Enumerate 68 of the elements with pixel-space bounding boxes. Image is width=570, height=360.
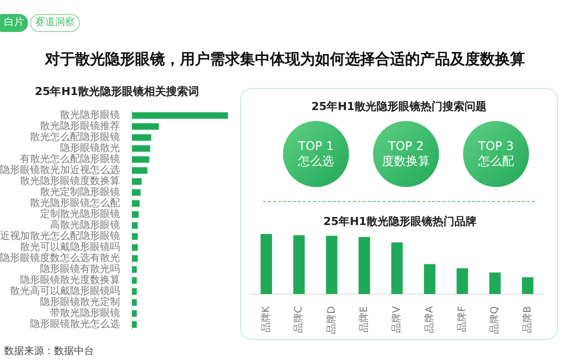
bar — [132, 112, 228, 119]
bar — [132, 145, 150, 152]
bar — [132, 200, 140, 207]
bar — [424, 264, 436, 294]
y-tick-label: 散光高可以戴隐形眼镜吗 — [10, 285, 120, 298]
y-tick-label: 隐形眼镜散光 — [60, 142, 120, 154]
chart-title: 25年H1散光隐形眼镜热门品牌 — [322, 214, 478, 230]
x-tick-label: 品牌F — [456, 306, 468, 332]
bar — [489, 272, 501, 294]
y-tick-label: 散光隐形眼镜怎么配 — [30, 197, 120, 210]
y-tick-label: 近视加散光怎么配隐形眼镜 — [0, 230, 120, 242]
bar — [132, 266, 137, 273]
y-tick-label: 隐形眼镜散光定制 — [40, 296, 120, 308]
x-tick-label: 品牌D — [325, 306, 338, 334]
round-badge: TOP 3 怎么配 — [463, 121, 529, 187]
y-tick-label: 散光隐形眼镜推荐 — [40, 120, 120, 132]
bar — [132, 156, 150, 163]
x-tick-label: 品牌K — [260, 306, 272, 333]
bar — [132, 277, 137, 284]
chart-title: 25年H1散光隐形眼镜相关搜索词 — [34, 84, 200, 100]
y-tick-label: 散光可以戴隐形眼镜吗 — [20, 241, 120, 254]
bar — [132, 288, 137, 295]
text: 25年H1散光隐形眼镜热门搜索问题 — [310, 99, 488, 114]
bar — [260, 234, 272, 294]
bar — [132, 299, 137, 306]
y-tick-label: 高散光隐形眼镜 — [50, 219, 120, 232]
bar — [132, 244, 138, 251]
y-tick-label: 隐形眼镜散光怎么选 — [30, 318, 120, 330]
bar — [132, 310, 137, 317]
bar — [132, 211, 139, 218]
text: 对于散光隐形眼镜，用户需求集中体现为如何选择合适的产品及度数换算 — [44, 50, 526, 69]
y-tick-label: 隐形眼镜有散光吗 — [40, 263, 120, 276]
x-tick-label: 品牌E — [358, 306, 370, 332]
tag-pill: 白片 — [0, 14, 28, 32]
bar — [132, 123, 159, 130]
y-tick-label: 带散光隐形眼镜 — [50, 307, 120, 320]
y-tick-label: 散光定制隐形眼镜 — [40, 186, 120, 198]
y-tick-label: 有散光怎么配隐形眼镜 — [20, 153, 120, 166]
bar — [326, 236, 338, 294]
y-tick-label: 散光隐形眼镜度数换算 — [20, 175, 120, 188]
x-tick-label: 品牌A — [423, 306, 436, 333]
x-tick-label: 品牌Q — [488, 306, 501, 334]
bar — [132, 134, 152, 141]
y-tick-label: 散光怎么配隐形眼镜 — [30, 131, 120, 144]
bar — [391, 242, 403, 294]
bar — [132, 321, 137, 328]
x-tick-label: 品牌V — [390, 306, 403, 333]
bar — [456, 268, 468, 294]
tag-pill: 赛道洞察 — [30, 14, 80, 32]
x-tick-label: 品牌C — [292, 306, 305, 334]
y-tick-label: 隐形眼镜度数怎么选有散光 — [0, 252, 120, 264]
y-tick-label: 定制散光隐形眼镜 — [40, 208, 120, 220]
round-badge: TOP 1 怎么选 — [283, 121, 349, 187]
bar — [293, 235, 305, 294]
bar — [132, 178, 142, 185]
bar — [132, 222, 138, 229]
round-badge: TOP 2 度数换算 — [373, 121, 439, 187]
y-tick-label: 隐形眼镜散光加近视怎么选 — [0, 164, 120, 176]
bar — [132, 189, 141, 196]
source-note: 数据来源：数据中台 — [4, 344, 94, 358]
bar — [132, 255, 138, 262]
bar — [358, 237, 370, 294]
bar — [522, 277, 534, 294]
bar — [132, 233, 138, 240]
bar — [132, 167, 148, 174]
y-tick-label: 隐形眼镜散光度数换算 — [20, 274, 120, 286]
x-tick-label: 品牌B — [521, 306, 534, 334]
y-tick-label: 散光隐形眼镜 — [60, 109, 120, 122]
